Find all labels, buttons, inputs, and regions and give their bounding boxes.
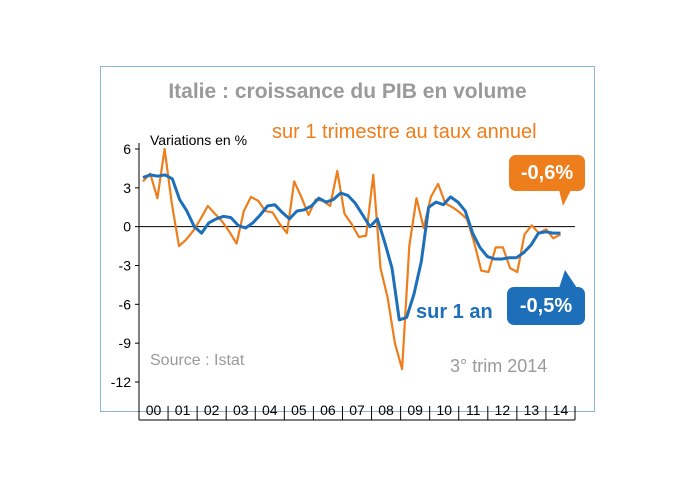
- x-tick-label: 01: [175, 402, 191, 418]
- y-axis-label: Variations en %: [150, 132, 248, 148]
- annual-latest-badge: -0,5%: [507, 287, 585, 325]
- period-note: 3° trim 2014: [450, 356, 548, 376]
- quarterly-latest-badge: -0,6%: [509, 155, 585, 191]
- x-tick-label: 05: [291, 402, 307, 418]
- source-note: Source : Istat: [150, 352, 245, 369]
- y-tick-label: -9: [119, 335, 132, 351]
- quarterly-series-line: [142, 147, 562, 371]
- y-tick-label: -12: [111, 374, 131, 390]
- x-tick-label: 00: [146, 402, 162, 418]
- chart-frame: [100, 66, 595, 412]
- x-tick-label: 09: [407, 402, 423, 418]
- x-tick-label: 11: [466, 402, 481, 418]
- y-tick-label: 0: [123, 219, 131, 235]
- annual-badge-pointer: [559, 270, 577, 288]
- y-tick-label: 3: [123, 180, 131, 196]
- y-tick-label: -3: [119, 258, 132, 274]
- x-tick-label: 14: [553, 402, 569, 418]
- quarterly-badge-pointer: [559, 190, 571, 206]
- x-tick-label: 10: [436, 402, 452, 418]
- x-tick-label: 02: [204, 402, 220, 418]
- x-tick-label: 08: [378, 402, 394, 418]
- x-tick-label: 03: [233, 402, 249, 418]
- annual-series-line: [142, 173, 561, 322]
- quarterly-series-label: sur 1 trimestre au taux annuel: [272, 121, 537, 143]
- y-tick-label: -6: [119, 296, 132, 312]
- y-tick-label: 6: [123, 141, 131, 157]
- x-tick-label: 04: [262, 402, 278, 418]
- annual-series-label: sur 1 an: [416, 301, 493, 323]
- chart-title: Italie : croissance du PIB en volume: [168, 80, 527, 103]
- x-tick-label: 13: [524, 402, 540, 418]
- x-tick-label: 07: [349, 402, 365, 418]
- x-tick-label: 06: [320, 402, 336, 418]
- x-tick-label: 12: [495, 402, 511, 418]
